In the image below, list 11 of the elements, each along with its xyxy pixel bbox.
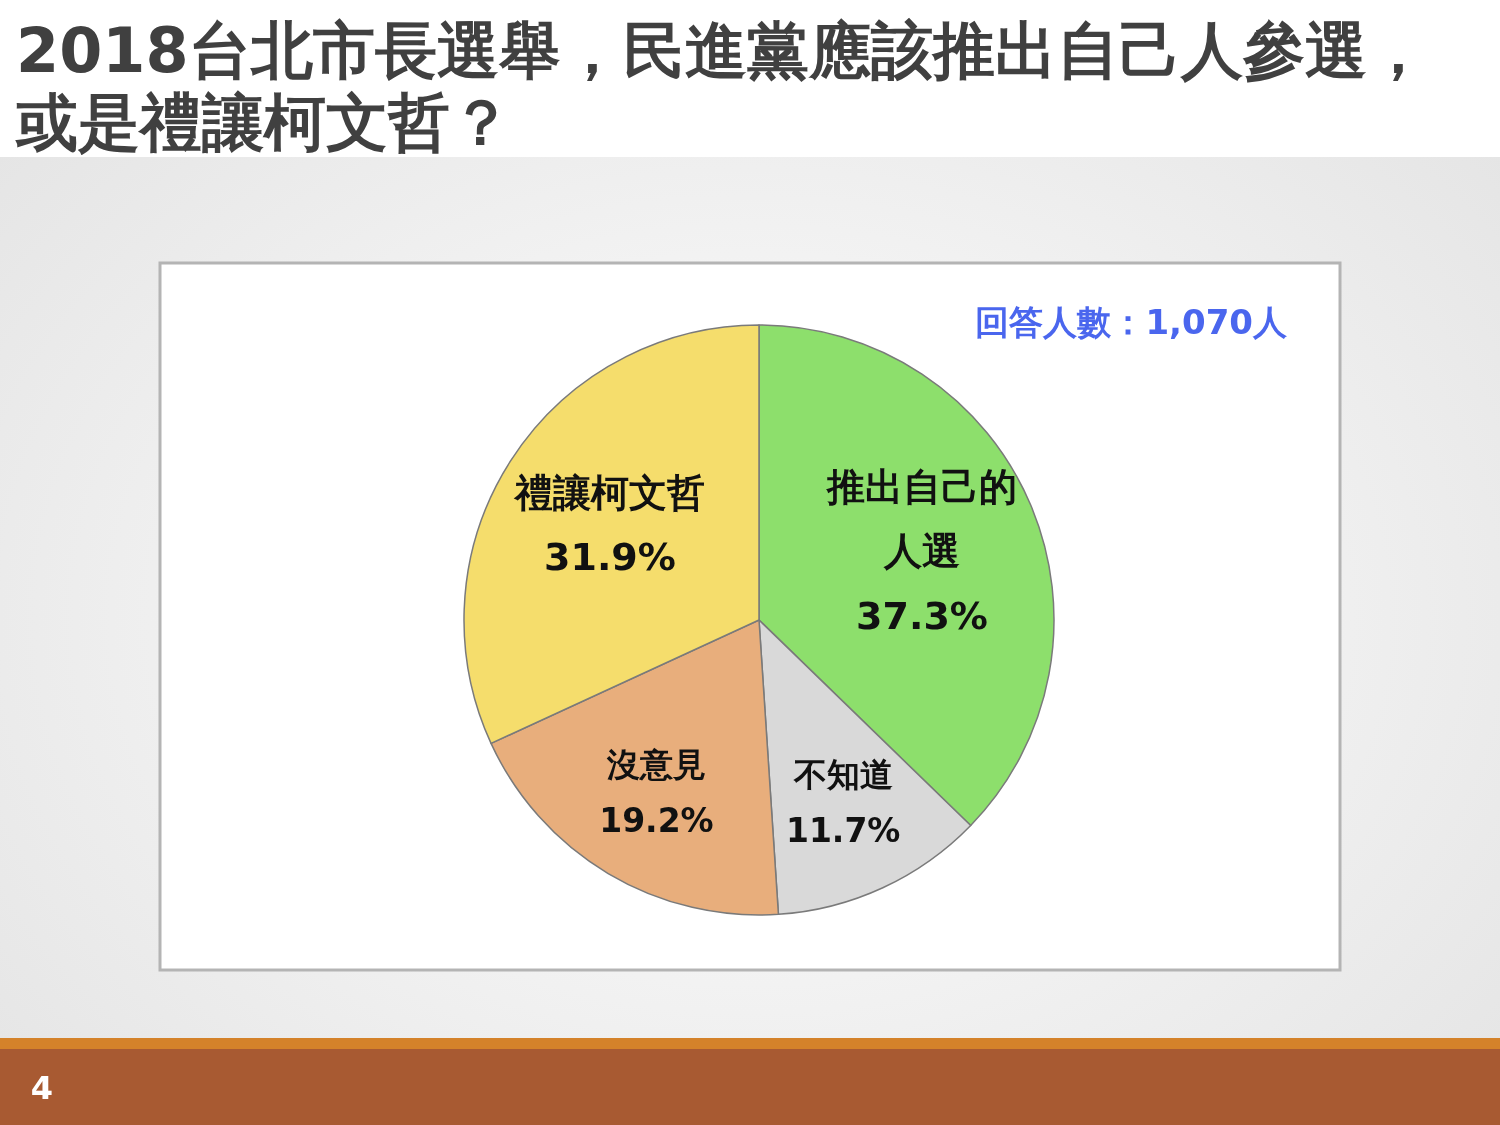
text: 回答人數：1,070人: [975, 302, 1288, 342]
data-label: 37.3%: [856, 593, 988, 638]
data-label: 19.2%: [599, 801, 714, 840]
text: 4: [30, 1069, 54, 1107]
data-label: 31.9%: [544, 535, 676, 580]
slice-label: 沒意見: [605, 744, 706, 784]
data-label: 11.7%: [785, 810, 901, 850]
slice-label: 不知道: [792, 754, 893, 794]
slice-label: 禮讓柯文哲: [512, 470, 705, 515]
slice-label: 推出自己的人選: [826, 464, 1018, 574]
chart-title: 2018台北市長選舉，民進黨應該推出自己人參選，或是禮讓柯文哲？: [15, 14, 1429, 159]
